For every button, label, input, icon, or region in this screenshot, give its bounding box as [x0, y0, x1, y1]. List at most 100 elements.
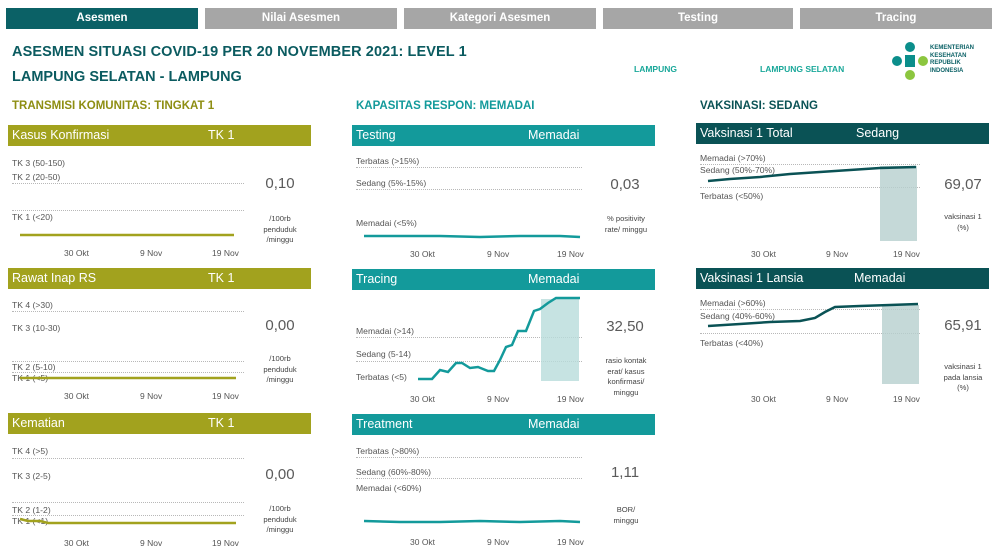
kematian-divider — [12, 502, 244, 503]
rawat-divider — [12, 372, 244, 373]
kasus-unit: /100rb penduduk /minggu — [263, 214, 297, 244]
treatment-xtick: 30 Okt — [410, 537, 436, 547]
kematian-threshold-tk3: TK 3 (2-5) — [12, 471, 51, 481]
panel-lansia-title: Vaksinasi 1 Lansia — [700, 271, 804, 285]
lansia-highlight — [882, 305, 919, 384]
tab-nilai-asesmen[interactable]: Nilai Asesmen — [205, 8, 397, 29]
rawat-xtick: 19 Nov — [212, 391, 239, 401]
panel-kasus-title: Kasus Konfirmasi — [12, 128, 110, 142]
kasus-threshold-tk3: TK 3 (50-150) — [12, 158, 66, 168]
vaks1-threshold-terbatas: Terbatas (<50%) — [700, 191, 764, 201]
rawat-threshold-tk2: TK 2 (5-10) — [12, 362, 56, 372]
vaks1-threshold-memadai: Memadai (>70%) — [700, 153, 766, 163]
link-lampung-selatan[interactable]: LAMPUNG SELATAN — [760, 64, 845, 74]
panel-vaks1-title: Vaksinasi 1 Total — [700, 126, 793, 140]
tracing-xtick: 30 Okt — [410, 394, 436, 404]
lansia-divider — [700, 309, 920, 310]
vaks1-threshold-sedang: Sedang (50%-70%) — [700, 165, 776, 175]
tracing-divider — [356, 337, 582, 338]
lansia-divider — [700, 333, 920, 334]
kasus-threshold-tk2: TK 2 (20-50) — [12, 172, 61, 182]
treatment-divider — [356, 457, 582, 458]
kematian-threshold-tk2: TK 2 (1-2) — [12, 505, 51, 515]
logo-text: KEMENTERIAN KESEHATAN REPUBLIK INDONESIA — [930, 45, 975, 74]
rawat-divider — [12, 311, 244, 312]
vaks1-highlight — [880, 166, 917, 241]
testing-divider — [356, 167, 582, 168]
panel-kasus-level: TK 1 — [208, 128, 235, 142]
tracing-highlight — [541, 299, 579, 381]
testing-threshold-sedang: Sedang (5%-15%) — [356, 178, 427, 188]
testing-xtick: 9 Nov — [487, 249, 510, 259]
kasus-xtick: 19 Nov — [212, 248, 239, 258]
lansia-xtick: 9 Nov — [826, 394, 849, 404]
treatment-xtick: 9 Nov — [487, 537, 510, 547]
panel-vaks1-header: Vaksinasi 1 Total Sedang — [696, 123, 989, 144]
lansia-unit: vaksinasi 1 pada lansia (%) — [943, 362, 983, 392]
rawat-xtick: 9 Nov — [140, 391, 163, 401]
panel-testing-title: Testing — [356, 128, 396, 142]
tab-asesmen[interactable]: Asesmen — [6, 8, 198, 29]
kematian-threshold-tk4: TK 4 (>5) — [12, 446, 49, 456]
tab-testing[interactable]: Testing — [603, 8, 793, 29]
panel-testing-level: Memadai — [528, 128, 580, 142]
lansia-threshold-memadai: Memadai (>60%) — [700, 298, 766, 308]
tracing-unit: rasio kontak erat/ kasus konfirmasi/ min… — [605, 356, 647, 397]
testing-threshold-terbatas: Terbatas (>15%) — [356, 156, 420, 166]
kematian-value: 0,00 — [265, 466, 295, 483]
vaks1-sparkline — [707, 165, 917, 183]
panel-rawat-level: TK 1 — [208, 271, 235, 285]
page-title: ASESMEN SITUASI COVID-19 PER 20 NOVEMBER… — [12, 44, 467, 60]
kematian-unit: /100rb penduduk /minggu — [263, 504, 297, 534]
panel-testing-header: Testing Memadai — [352, 125, 655, 146]
kematian-sparkline — [19, 517, 236, 525]
testing-xtick: 19 Nov — [557, 249, 584, 259]
treatment-value: 1,11 — [610, 464, 640, 481]
kasus-value: 0,10 — [265, 175, 295, 192]
rawat-divider — [12, 361, 244, 362]
page-subtitle: LAMPUNG SELATAN - LAMPUNG — [12, 69, 242, 85]
section-kapasitas: KAPASITAS RESPON: MEMADAI — [356, 100, 535, 112]
vaks1-divider — [700, 187, 920, 188]
lansia-sparkline — [707, 302, 919, 328]
tracing-threshold-memadai: Memadai (>14) — [356, 326, 415, 336]
testing-value: 0,03 — [610, 176, 640, 193]
tracing-threshold-terbatas: Terbatas (<5) — [356, 372, 407, 382]
kasus-threshold-tk1: TK 1 (<20) — [12, 212, 53, 222]
kematian-divider — [12, 458, 244, 459]
rawat-threshold-tk3: TK 3 (10-30) — [12, 323, 61, 333]
tab-kategori-asesmen[interactable]: Kategori Asesmen — [404, 8, 596, 29]
panel-rawat-header: Rawat Inap RS TK 1 — [8, 268, 311, 289]
tracing-value: 32,50 — [606, 318, 644, 335]
panel-lansia-header: Vaksinasi 1 Lansia Memadai — [696, 268, 989, 289]
tab-tracing[interactable]: Tracing — [800, 8, 992, 29]
kasus-divider — [12, 210, 244, 211]
vaks1-xtick: 30 Okt — [751, 249, 777, 259]
kematian-xtick: 19 Nov — [212, 538, 239, 548]
lansia-xtick: 19 Nov — [893, 394, 920, 404]
testing-unit: % positivity rate/ minggu — [604, 214, 648, 234]
tracing-divider — [356, 361, 582, 362]
vaks1-xtick: 9 Nov — [826, 249, 849, 259]
panel-kematian-title: Kematian — [12, 416, 65, 430]
link-lampung[interactable]: LAMPUNG — [634, 64, 677, 74]
lansia-xtick: 30 Okt — [751, 394, 777, 404]
rawat-xtick: 30 Okt — [64, 391, 90, 401]
panel-treatment-title: Treatment — [356, 417, 413, 431]
treatment-sparkline — [363, 519, 581, 524]
panel-kematian-header: Kematian TK 1 — [8, 413, 311, 434]
kematian-xtick: 9 Nov — [140, 538, 163, 548]
panel-kasus-header: Kasus Konfirmasi TK 1 — [8, 125, 311, 146]
panel-tracing-level: Memadai — [528, 272, 580, 286]
treatment-divider — [356, 478, 582, 479]
kemenkes-logo: KEMENTERIAN KESEHATAN REPUBLIK INDONESIA — [890, 40, 995, 84]
panel-treatment-header: Treatment Memadai — [352, 414, 655, 435]
testing-threshold-memadai: Memadai (<5%) — [356, 218, 417, 228]
section-transmisi: TRANSMISI KOMUNITAS: TINGKAT 1 — [12, 100, 215, 112]
section-vaksinasi: VAKSINASI: SEDANG — [700, 100, 818, 112]
testing-xtick: 30 Okt — [410, 249, 436, 259]
treatment-threshold-sedang: Sedang (60%-80%) — [356, 467, 432, 477]
panel-vaks1-level: Sedang — [856, 126, 900, 140]
tracing-sparkline — [418, 296, 580, 381]
